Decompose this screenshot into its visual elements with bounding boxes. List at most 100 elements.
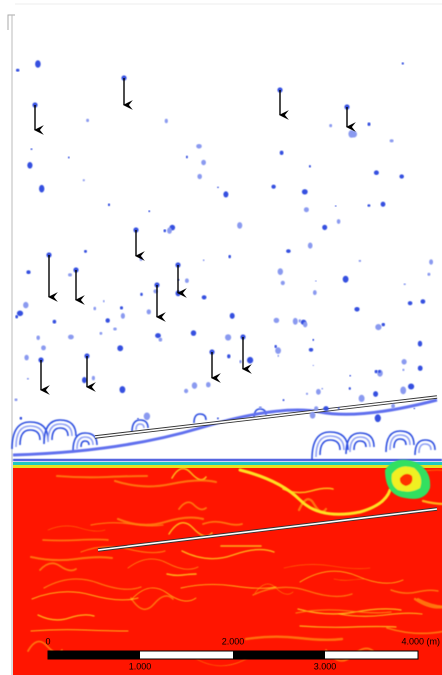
droplet: [354, 307, 359, 312]
droplet: [227, 354, 230, 358]
droplet: [100, 332, 103, 335]
droplet: [106, 318, 110, 323]
droplet: [304, 207, 309, 212]
droplet: [302, 189, 308, 194]
droplet: [308, 243, 313, 249]
droplet: [137, 418, 139, 420]
droplet: [303, 322, 307, 328]
droplet: [197, 174, 202, 179]
vortex-curl: [77, 437, 93, 449]
droplet: [321, 388, 323, 390]
droplet: [247, 357, 253, 364]
vortex-curl: [419, 444, 431, 453]
droplet: [223, 191, 228, 197]
droplet: [391, 404, 395, 409]
droplet: [351, 131, 357, 138]
droplet: [113, 328, 117, 331]
droplet: [191, 330, 196, 336]
droplet: [186, 156, 188, 159]
droplet: [23, 302, 28, 308]
scale-label: 1.000: [129, 661, 152, 671]
droplet: [402, 359, 407, 365]
droplet: [20, 417, 23, 420]
scale-segment: [233, 651, 325, 659]
droplet: [323, 406, 328, 411]
droplet: [378, 370, 381, 373]
droplet: [381, 202, 386, 207]
droplet: [271, 185, 275, 189]
droplet: [140, 257, 143, 261]
scale-segment: [48, 651, 140, 659]
droplet: [203, 259, 205, 261]
droplet: [429, 259, 433, 264]
droplet: [68, 157, 70, 159]
droplet: [36, 336, 40, 341]
droplet: [86, 119, 89, 122]
droplet: [192, 382, 197, 389]
droplet: [283, 399, 285, 401]
vortex-region: [12, 400, 442, 460]
droplet: [408, 384, 414, 390]
droplet: [184, 389, 188, 393]
droplet: [299, 319, 301, 322]
droplet: [17, 311, 23, 317]
droplet: [275, 347, 281, 354]
vortex-curl: [350, 437, 370, 452]
droplet: [35, 60, 41, 67]
droplet: [15, 315, 18, 318]
scale-label: 4.000 (m): [401, 636, 440, 646]
droplet: [349, 375, 351, 377]
simulation-view: 0 2.000 4.000 (m) 1.000 3.000: [0, 0, 442, 675]
interface-edge: [13, 465, 442, 468]
droplet: [281, 281, 285, 285]
vortex-curl: [20, 430, 40, 445]
swirl: [43, 540, 108, 541]
droplet: [140, 293, 143, 296]
droplet: [217, 417, 219, 419]
droplet: [26, 270, 30, 274]
vortex-curl: [415, 440, 435, 455]
droplet: [83, 179, 85, 181]
droplet: [286, 249, 291, 253]
droplet: [27, 378, 29, 380]
droplet: [421, 299, 426, 304]
scale-label: 3.000: [314, 661, 337, 671]
droplet: [315, 280, 317, 282]
droplet: [120, 386, 126, 393]
droplet: [343, 276, 349, 283]
droplet: [147, 309, 151, 314]
droplet: [108, 203, 110, 206]
vortex-curl: [320, 440, 340, 455]
droplet: [16, 69, 20, 72]
droplet: [230, 313, 235, 319]
droplet: [93, 307, 96, 311]
droplet: [24, 355, 28, 361]
droplet: [418, 341, 422, 347]
droplet: [278, 268, 283, 275]
droplet: [408, 301, 413, 305]
droplet: [374, 170, 379, 175]
droplet: [382, 323, 385, 326]
droplet: [337, 219, 341, 224]
vortex-curl: [136, 424, 144, 430]
droplet: [68, 335, 74, 340]
vortex-curl: [394, 439, 406, 448]
droplet: [427, 273, 430, 276]
page: {"scale_bar": {"top_labels": ["0", "2.00…: [0, 0, 442, 675]
droplet: [400, 387, 406, 395]
droplet: [329, 124, 332, 127]
droplet: [313, 365, 315, 366]
droplet: [27, 162, 32, 169]
droplet: [202, 295, 207, 299]
droplet: [310, 412, 316, 419]
droplet: [121, 313, 125, 319]
droplet: [359, 260, 362, 262]
droplet: [335, 205, 337, 207]
droplet: [322, 225, 327, 230]
droplet: [373, 391, 378, 397]
droplet: [359, 395, 365, 402]
droplet: [259, 406, 262, 409]
droplet: [84, 250, 87, 253]
droplet: [103, 300, 105, 302]
droplet: [349, 387, 351, 390]
